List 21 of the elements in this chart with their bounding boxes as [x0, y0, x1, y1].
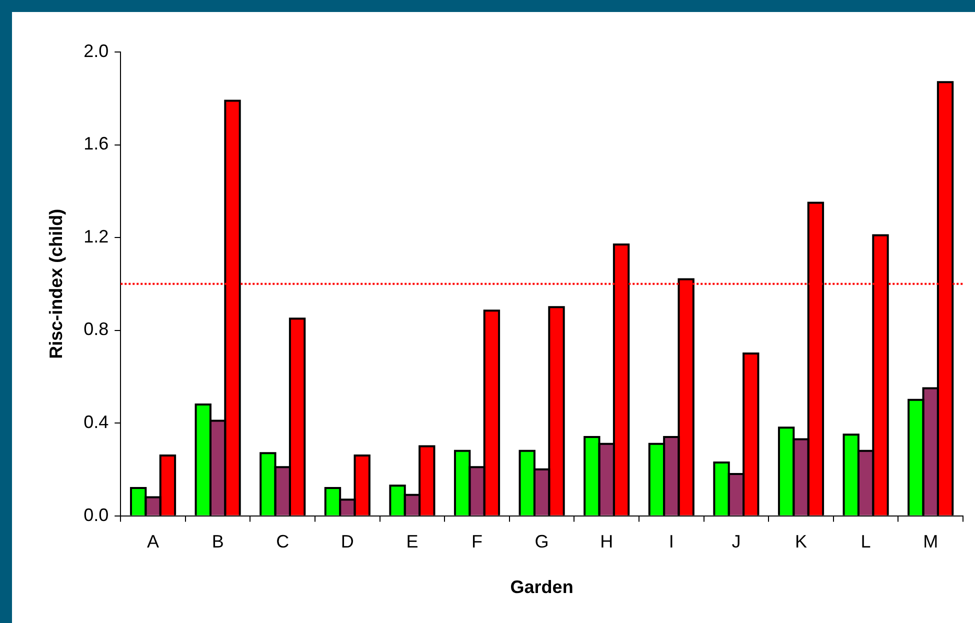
y-tick-label: 0.0	[84, 504, 109, 525]
y-tick-label: 0.8	[84, 319, 109, 340]
y-tick-label: 1.6	[84, 134, 109, 154]
x-tick-label: F	[472, 532, 483, 552]
y-tick-label: 0.4	[84, 412, 109, 432]
x-tick-label: J	[732, 532, 741, 552]
x-tick-label: E	[406, 532, 418, 552]
x-tick-label: L	[860, 532, 871, 552]
x-tick-label: C	[276, 532, 290, 552]
x-tick-label: I	[668, 532, 674, 552]
x-tick-label: A	[147, 532, 160, 552]
x-axis-title: Garden	[510, 577, 574, 598]
x-tick-label: H	[600, 532, 614, 552]
x-tick-label: K	[794, 532, 808, 552]
y-tick-label: 1.2	[84, 226, 109, 246]
x-tick-label: B	[212, 532, 224, 552]
x-tick-label: M	[923, 532, 938, 552]
y-axis-title: Risc-index (child)	[46, 208, 66, 359]
y-tick-label: 2.0	[84, 40, 109, 61]
x-tick-label: D	[340, 532, 354, 552]
x-tick-label: G	[534, 532, 549, 552]
